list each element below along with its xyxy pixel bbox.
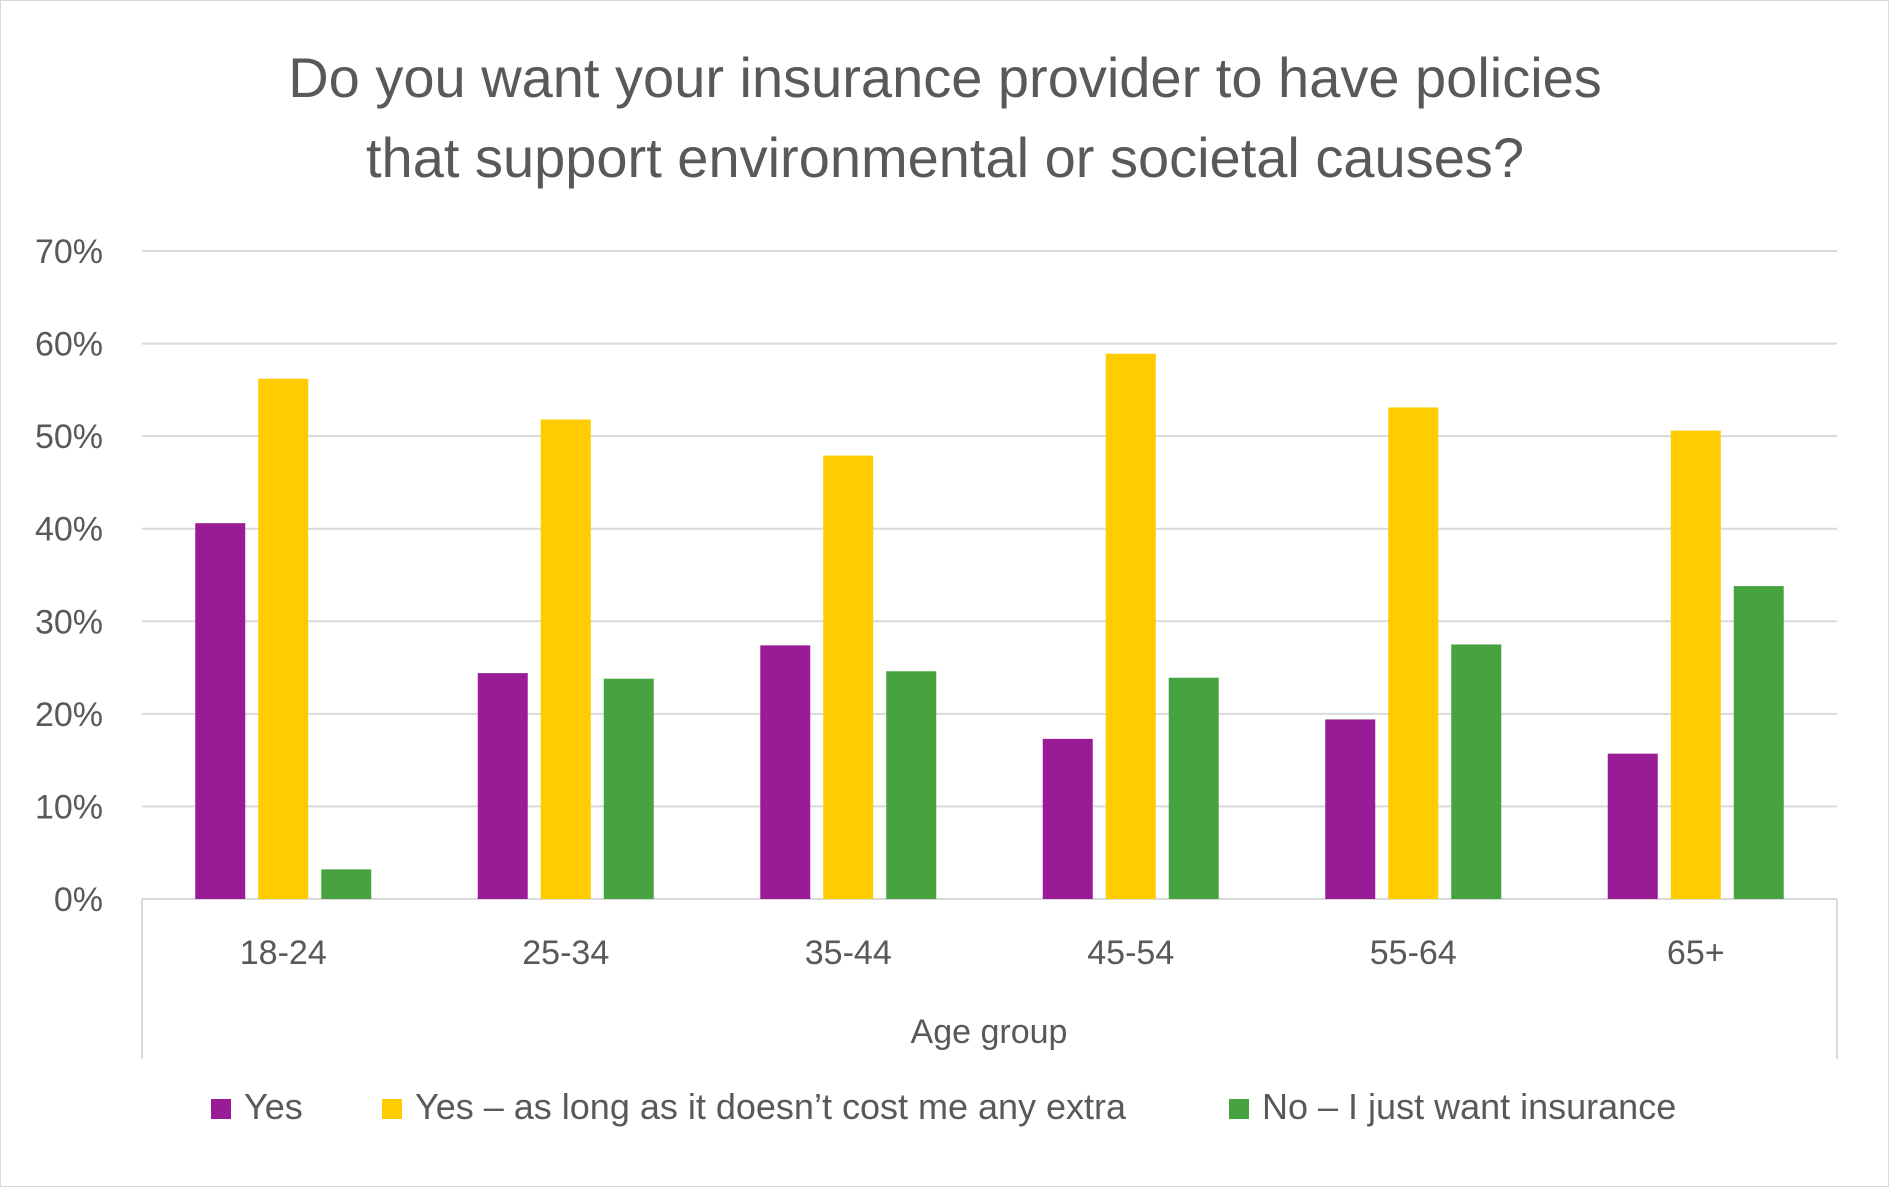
legend: Yes Yes – as long as it doesn’t cost me a… bbox=[211, 1086, 1676, 1127]
bar-series-1-65+ bbox=[1670, 430, 1721, 899]
y-tick-label: 50% bbox=[35, 418, 103, 456]
chart-title-line-1: Do you want your insurance provider to h… bbox=[288, 46, 1602, 109]
x-tick-label: 25-34 bbox=[522, 934, 609, 972]
y-tick-label: 40% bbox=[35, 511, 103, 549]
x-tick-label: 45-54 bbox=[1087, 934, 1174, 972]
bar-series-1-18-24 bbox=[258, 378, 309, 900]
y-tick-label: 0% bbox=[54, 881, 103, 919]
x-tick-label: 18-24 bbox=[240, 934, 327, 972]
bar-series-2-65+ bbox=[1733, 586, 1784, 899]
x-axis-tick-labels: 18-24 25-34 35-44 45-54 55-64 65+ bbox=[240, 934, 1725, 972]
legend-item: No – I just want insurance bbox=[1229, 1086, 1676, 1127]
y-axis-tick-labels: 0% 10% 20% 30% 40% 50% 60% 70% bbox=[35, 233, 103, 919]
bar-series-2-25-34 bbox=[603, 678, 654, 899]
legend-item: Yes – as long as it doesn’t cost me any … bbox=[382, 1086, 1127, 1127]
y-tick-label: 60% bbox=[35, 326, 103, 364]
bar-series-2-45-54 bbox=[1168, 677, 1219, 899]
legend-swatch bbox=[1229, 1099, 1249, 1119]
legend-swatch bbox=[211, 1099, 231, 1119]
legend-swatch bbox=[382, 1099, 402, 1119]
legend-item: Yes bbox=[211, 1086, 303, 1127]
bar-series-0-65+ bbox=[1607, 753, 1658, 899]
bars bbox=[195, 353, 1784, 900]
y-tick-label: 10% bbox=[35, 788, 103, 826]
plot-axis-lines bbox=[141, 898, 1838, 1059]
legend-label: Yes – as long as it doesn’t cost me any … bbox=[415, 1086, 1127, 1127]
legend-label: Yes bbox=[244, 1086, 303, 1127]
bar-series-2-18-24 bbox=[321, 869, 372, 899]
bar-series-2-55-64 bbox=[1451, 644, 1502, 899]
x-tick-label: 35-44 bbox=[805, 934, 892, 972]
bar-series-1-45-54 bbox=[1105, 353, 1156, 899]
bar-series-1-35-44 bbox=[823, 455, 874, 899]
bar-series-0-35-44 bbox=[760, 645, 811, 899]
gridlines bbox=[142, 250, 1837, 808]
bar-series-1-25-34 bbox=[540, 419, 591, 899]
bar-series-1-55-64 bbox=[1388, 407, 1439, 899]
legend-label: No – I just want insurance bbox=[1262, 1086, 1676, 1127]
y-tick-label: 30% bbox=[35, 603, 103, 641]
x-tick-label: 55-64 bbox=[1370, 934, 1457, 972]
bar-series-0-25-34 bbox=[477, 673, 528, 899]
x-axis-title: Age group bbox=[911, 1013, 1068, 1051]
y-tick-label: 20% bbox=[35, 696, 103, 734]
chart-title-line-2: that support environmental or societal c… bbox=[366, 126, 1524, 189]
chart-title: Do you want your insurance provider to h… bbox=[288, 46, 1602, 189]
bar-series-0-55-64 bbox=[1325, 719, 1376, 899]
bar-series-2-35-44 bbox=[886, 671, 937, 899]
y-tick-label: 70% bbox=[35, 233, 103, 271]
bar-series-0-18-24 bbox=[195, 523, 246, 899]
x-tick-label: 65+ bbox=[1667, 934, 1725, 972]
bar-series-0-45-54 bbox=[1042, 738, 1093, 899]
